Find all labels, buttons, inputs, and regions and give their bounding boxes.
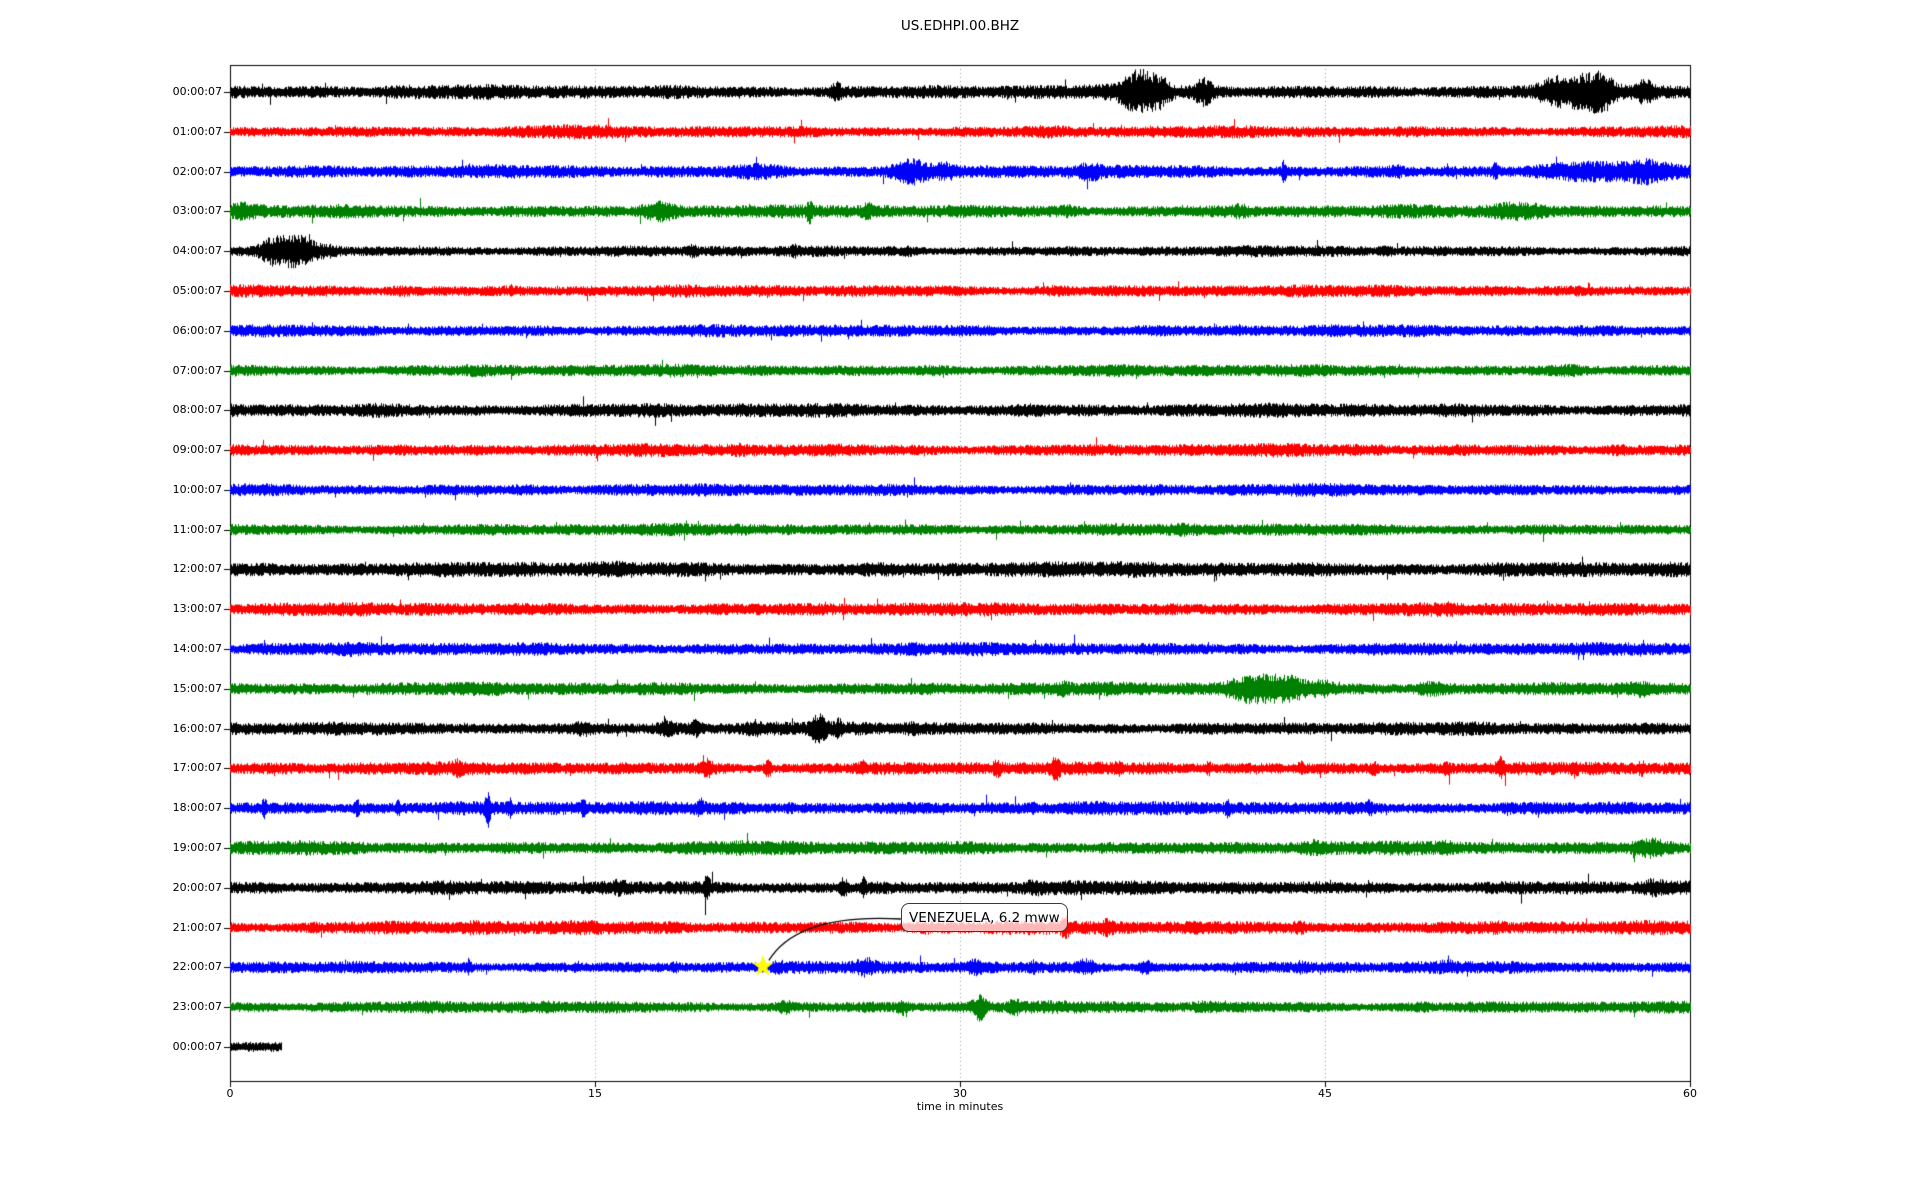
y-axis-tick-label: 08:00:07 [172, 403, 222, 417]
y-axis-tick-label: 09:00:07 [172, 443, 222, 457]
y-axis-tick-label: 19:00:07 [172, 841, 222, 854]
y-axis-tick-label: 02:00:07 [172, 164, 222, 178]
y-axis-tick-label: 00:00:07 [172, 85, 222, 98]
y-axis-tick-label: 01:00:07 [172, 124, 222, 138]
y-axis-tick-label: 23:00:07 [172, 1000, 222, 1014]
y-axis-tick-label: 17:00:07 [172, 761, 222, 775]
y-axis-tick-label: 04:00:07 [172, 244, 222, 258]
y-axis-tick-label: 15:00:07 [172, 681, 222, 695]
y-axis-tick-label: 12:00:07 [172, 562, 222, 576]
x-axis-tick-label: 15 [588, 1087, 602, 1100]
y-axis-tick-label: 11:00:07 [172, 522, 222, 536]
y-axis-tick-label: 21:00:07 [172, 920, 222, 934]
x-axis-title: time in minutes [916, 1100, 1004, 1113]
y-axis-tick-label: 18:00:07 [172, 801, 222, 815]
chart-title: US.EDHPI.00.BHZ [900, 18, 1020, 34]
event-annotation-box: VENEZUELA, 6.2 mww [901, 903, 1068, 932]
y-axis-tick-label: 22:00:07 [172, 960, 222, 974]
x-axis-tick-label: 0 [226, 1087, 234, 1100]
x-axis-tick-label: 60 [1683, 1087, 1697, 1100]
y-axis-tick-label: 20:00:07 [172, 880, 222, 894]
y-axis-tick-label: 13:00:07 [172, 602, 222, 616]
y-axis-tick-label: 10:00:07 [172, 482, 222, 496]
y-axis-tick-label: 06:00:07 [172, 323, 222, 337]
y-axis-tick-label: 00:00:07 [172, 1039, 222, 1053]
y-axis-tick-label: 14:00:07 [172, 642, 222, 656]
x-axis-tick-label: 30 [953, 1087, 967, 1100]
x-axis-tick-label: 45 [1318, 1087, 1332, 1100]
y-axis-tick-label: 03:00:07 [172, 204, 222, 218]
y-axis-tick-label: 16:00:07 [172, 721, 222, 735]
y-axis-tick-label: 07:00:07 [172, 363, 222, 377]
y-axis-tick-label: 05:00:07 [172, 283, 222, 297]
